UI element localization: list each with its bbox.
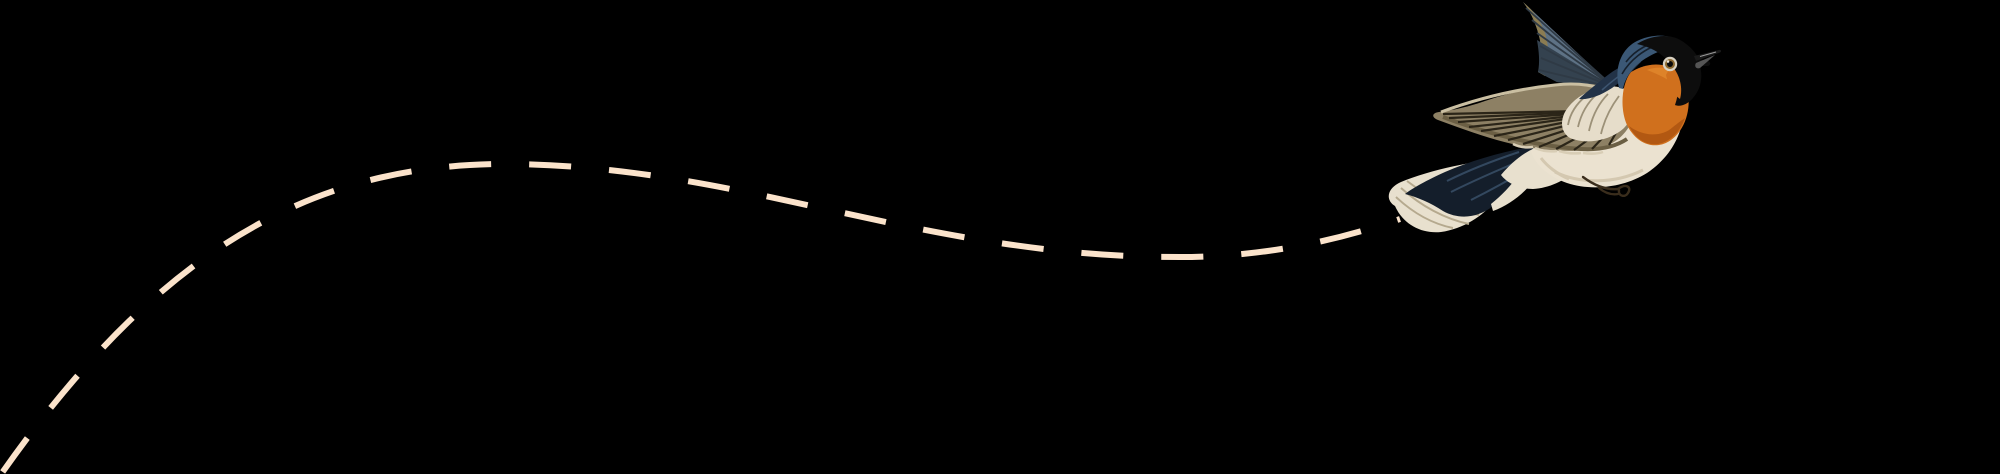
beak-ridge-highlight [1699, 51, 1717, 57]
head-cap [1617, 35, 1688, 89]
near-wing-lower-shadow [1442, 115, 1629, 152]
feather-streak [1536, 32, 1616, 89]
dashed-flight-path [0, 160, 1401, 474]
belly-shading [1539, 157, 1644, 183]
wing-scallop [1558, 149, 1582, 155]
bird-head [1617, 35, 1722, 106]
wing-scallop [1534, 146, 1558, 153]
bird-beak [1694, 49, 1722, 69]
tail-sheen [1446, 151, 1520, 182]
feather-streak [1525, 7, 1616, 89]
tail-separation [1395, 196, 1454, 229]
head-black-mask [1637, 35, 1711, 106]
shoulder-streak [1588, 93, 1609, 132]
far-wing-inner [1537, 40, 1615, 88]
eye-glint [1666, 60, 1670, 63]
foot-toe [1597, 186, 1620, 196]
belly-shade-line [1539, 157, 1570, 181]
bird-undertail-coverts [1501, 148, 1575, 189]
feather-streak [1531, 19, 1616, 89]
foot-claw-curl [1616, 184, 1631, 198]
throat-orange [1666, 67, 1682, 99]
bird-tail [1388, 146, 1537, 233]
bird-eye [1662, 56, 1678, 72]
bird-illustration [1388, 2, 1722, 233]
bird-far-wing [1523, 2, 1616, 89]
wing-scallop [1582, 150, 1604, 155]
foot-leg [1581, 175, 1620, 191]
tail-dark [1405, 146, 1537, 217]
wing-scallop [1512, 142, 1534, 149]
breast-rust-shadow [1629, 118, 1685, 145]
beak-lower [1695, 55, 1715, 69]
bird-feet [1581, 175, 1631, 198]
shoulder-streak [1600, 95, 1620, 135]
near-wing-scalloped-tips [1512, 142, 1604, 155]
